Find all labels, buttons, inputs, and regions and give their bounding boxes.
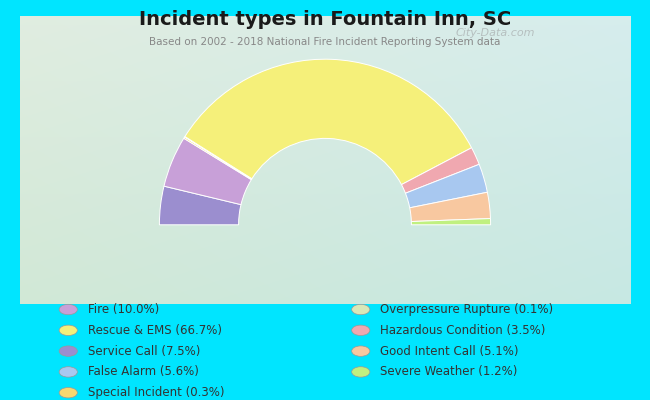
Wedge shape xyxy=(411,218,491,225)
Text: Special Incident (0.3%): Special Incident (0.3%) xyxy=(88,386,224,399)
Ellipse shape xyxy=(352,346,370,356)
Ellipse shape xyxy=(352,367,370,377)
Text: Service Call (7.5%): Service Call (7.5%) xyxy=(88,345,200,358)
Ellipse shape xyxy=(59,388,77,398)
Wedge shape xyxy=(406,164,488,208)
Ellipse shape xyxy=(352,325,370,336)
Text: Incident types in Fountain Inn, SC: Incident types in Fountain Inn, SC xyxy=(139,10,511,29)
Wedge shape xyxy=(184,137,252,180)
Text: Based on 2002 - 2018 National Fire Incident Reporting System data: Based on 2002 - 2018 National Fire Incid… xyxy=(150,37,500,47)
Wedge shape xyxy=(164,138,252,205)
Ellipse shape xyxy=(59,367,77,377)
Text: False Alarm (5.6%): False Alarm (5.6%) xyxy=(88,366,199,378)
Wedge shape xyxy=(185,59,472,185)
Ellipse shape xyxy=(59,325,77,336)
Text: Fire (10.0%): Fire (10.0%) xyxy=(88,303,159,316)
Text: Overpressure Rupture (0.1%): Overpressure Rupture (0.1%) xyxy=(380,303,553,316)
Text: Rescue & EMS (66.7%): Rescue & EMS (66.7%) xyxy=(88,324,222,337)
Wedge shape xyxy=(410,192,491,222)
Ellipse shape xyxy=(352,304,370,315)
Wedge shape xyxy=(402,148,479,193)
Text: Good Intent Call (5.1%): Good Intent Call (5.1%) xyxy=(380,345,519,358)
Text: City-Data.com: City-Data.com xyxy=(455,28,535,38)
Wedge shape xyxy=(185,136,252,179)
Text: Severe Weather (1.2%): Severe Weather (1.2%) xyxy=(380,366,517,378)
Ellipse shape xyxy=(59,346,77,356)
Ellipse shape xyxy=(59,304,77,315)
Text: Hazardous Condition (3.5%): Hazardous Condition (3.5%) xyxy=(380,324,545,337)
Wedge shape xyxy=(159,186,241,225)
